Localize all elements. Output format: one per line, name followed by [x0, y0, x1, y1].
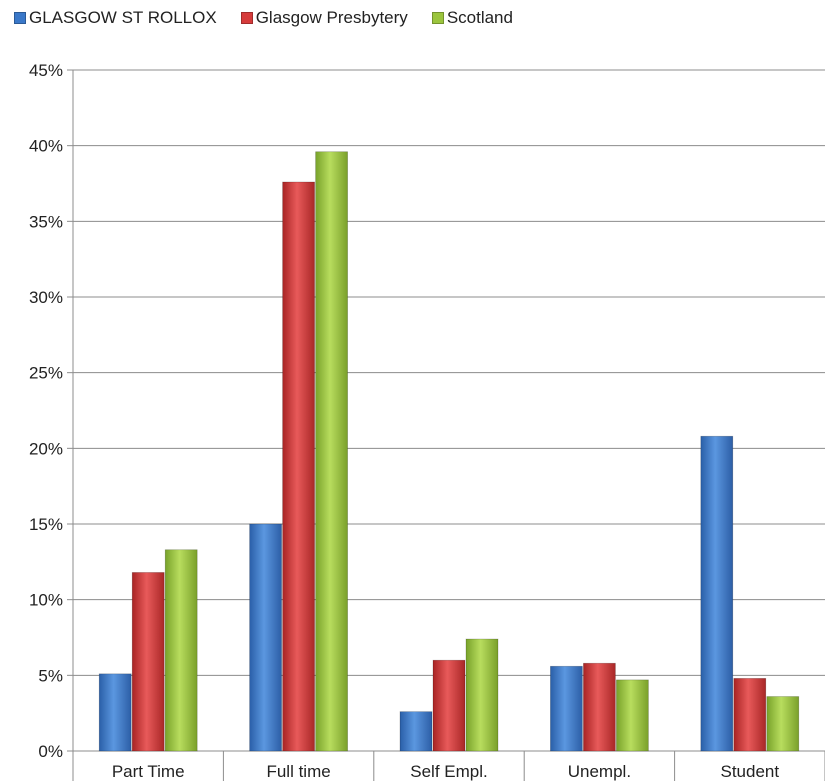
y-tick-labels: 0% 5% 10% 15% 20% 25% 30% 35% 40% 45%: [29, 61, 63, 761]
bars: [99, 152, 799, 751]
x-tick-labels: Part Time Full time Self Empl. Unempl. Stude…: [112, 762, 780, 781]
y-tick-label: 0%: [38, 742, 63, 761]
bar-part-time-series-0: [99, 674, 131, 751]
bar-unempl-series-0: [550, 666, 582, 751]
y-tick-label: 10%: [29, 591, 63, 610]
y-tick-label: 15%: [29, 515, 63, 534]
bar-part-time-series-2: [165, 550, 197, 751]
x-tick-label: Self Empl.: [410, 762, 487, 781]
x-tick-label: Unempl.: [568, 762, 631, 781]
bar-unempl-series-1: [583, 663, 615, 751]
bar-full-time-series-1: [283, 182, 315, 751]
bar-unempl-series-2: [616, 680, 648, 751]
x-tick-label: Student: [720, 762, 779, 781]
x-tick-label: Part Time: [112, 762, 185, 781]
y-tick-label: 25%: [29, 364, 63, 383]
y-tick-label: 45%: [29, 61, 63, 80]
y-tick-label: 5%: [38, 666, 63, 685]
bar-self-empl-series-2: [466, 639, 498, 751]
bar-student-series-0: [701, 436, 733, 751]
y-tick-label: 30%: [29, 288, 63, 307]
y-tick-label: 35%: [29, 212, 63, 231]
bar-student-series-2: [767, 697, 799, 751]
bar-self-empl-series-1: [433, 660, 465, 751]
bar-student-series-1: [734, 678, 766, 751]
bar-part-time-series-1: [132, 572, 164, 751]
bar-full-time-series-2: [316, 152, 348, 751]
x-tick-label: Full time: [266, 762, 330, 781]
bar-full-time-series-0: [250, 524, 282, 751]
y-tick-label: 40%: [29, 137, 63, 156]
y-tick-label: 20%: [29, 439, 63, 458]
bar-self-empl-series-0: [400, 712, 432, 751]
